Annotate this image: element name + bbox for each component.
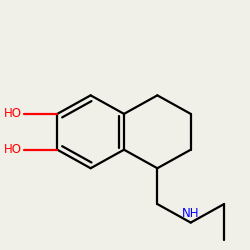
Text: NH: NH bbox=[182, 206, 200, 220]
Text: HO: HO bbox=[4, 108, 22, 120]
Text: HO: HO bbox=[4, 143, 22, 156]
